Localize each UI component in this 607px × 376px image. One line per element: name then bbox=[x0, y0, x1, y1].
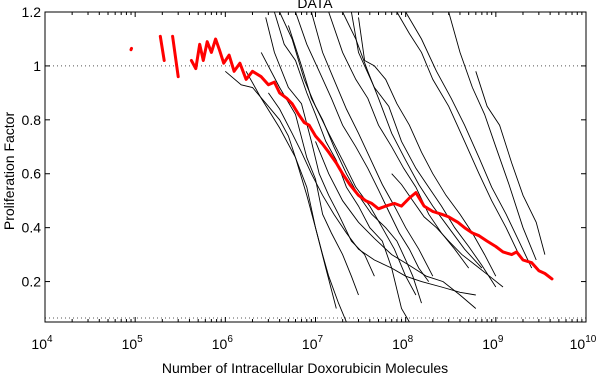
y-tick-label: 0.4 bbox=[22, 220, 42, 236]
x-tick-label: 1010 bbox=[570, 334, 597, 352]
trace-line bbox=[391, 173, 504, 288]
x-tick-label: 108 bbox=[392, 334, 414, 352]
x-tick-label: 105 bbox=[122, 334, 144, 352]
x-tick-label: 107 bbox=[302, 334, 324, 352]
trace-line bbox=[273, 12, 410, 322]
trace-line bbox=[265, 17, 375, 277]
trace-line bbox=[279, 12, 417, 296]
mean-line-segment bbox=[189, 37, 554, 281]
x-tick-label: 106 bbox=[212, 334, 234, 352]
reference-lines bbox=[45, 65, 586, 319]
plot-frame bbox=[44, 11, 587, 323]
trace-line bbox=[245, 71, 337, 309]
trace-line bbox=[310, 12, 434, 277]
chart-title: DATA bbox=[297, 0, 333, 11]
trace-line bbox=[295, 12, 430, 282]
trace-line bbox=[315, 141, 477, 309]
trace-line bbox=[396, 12, 520, 255]
trace-line bbox=[268, 92, 476, 296]
y-axis: 0.2 0.4 0.6 0.8 1 1.2 bbox=[22, 4, 586, 290]
trace-line bbox=[225, 70, 347, 322]
y-tick-label: 1 bbox=[33, 58, 41, 74]
trace-line bbox=[328, 12, 470, 269]
trace-line bbox=[350, 12, 497, 288]
mean-line-segment bbox=[158, 34, 166, 62]
y-tick-label: 0.2 bbox=[22, 274, 42, 290]
x-tick-label: 104 bbox=[31, 334, 53, 352]
trace-lines bbox=[225, 12, 546, 322]
x-tick-label: 109 bbox=[482, 334, 504, 352]
mean-line-segment bbox=[171, 34, 180, 79]
x-axis-label: Number of Intracellular Doxorubicin Mole… bbox=[162, 360, 448, 376]
trace-line bbox=[448, 12, 537, 261]
trace-line bbox=[405, 12, 533, 269]
y-tick-label: 1.2 bbox=[22, 4, 42, 20]
x-axis: 104 105 106 107 108 109 1010 bbox=[31, 12, 597, 352]
mean-line bbox=[129, 34, 554, 281]
trace-line bbox=[342, 12, 483, 269]
mean-line-segment bbox=[129, 46, 133, 52]
y-tick-label: 0.6 bbox=[22, 166, 42, 182]
y-axis-label: Proliferation Factor bbox=[1, 112, 17, 231]
y-tick-label: 0.8 bbox=[22, 112, 42, 128]
trace-line bbox=[475, 71, 546, 255]
